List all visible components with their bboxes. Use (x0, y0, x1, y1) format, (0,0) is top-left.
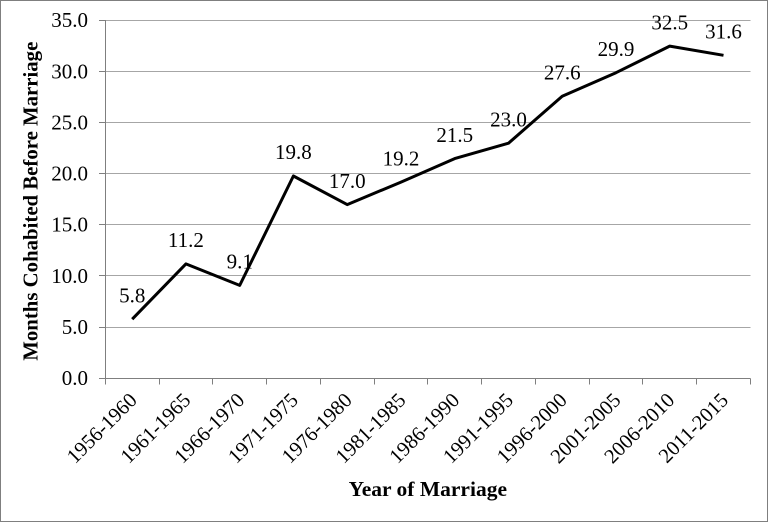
svg-text:Months Cohabited Before Marria: Months Cohabited Before Marriage (20, 42, 43, 361)
svg-text:17.0: 17.0 (329, 169, 366, 193)
svg-text:9.1: 9.1 (227, 250, 253, 274)
svg-text:21.5: 21.5 (436, 123, 473, 147)
svg-text:19.2: 19.2 (383, 146, 420, 170)
svg-text:29.9: 29.9 (598, 37, 635, 61)
svg-text:Year of Marriage: Year of Marriage (349, 477, 507, 501)
svg-text:35.0: 35.0 (51, 8, 88, 32)
svg-text:19.8: 19.8 (275, 140, 312, 164)
svg-text:30.0: 30.0 (51, 59, 88, 83)
svg-text:32.5: 32.5 (651, 10, 688, 34)
svg-text:31.6: 31.6 (705, 20, 742, 44)
svg-text:11.2: 11.2 (168, 228, 204, 252)
svg-text:25.0: 25.0 (51, 111, 88, 135)
svg-text:15.0: 15.0 (51, 213, 88, 237)
svg-text:27.6: 27.6 (544, 61, 581, 85)
svg-text:5.0: 5.0 (62, 315, 88, 339)
svg-text:10.0: 10.0 (51, 264, 88, 288)
svg-text:20.0: 20.0 (51, 162, 88, 186)
svg-text:23.0: 23.0 (490, 108, 527, 132)
svg-text:0.0: 0.0 (62, 366, 88, 390)
svg-text:5.8: 5.8 (119, 283, 145, 307)
